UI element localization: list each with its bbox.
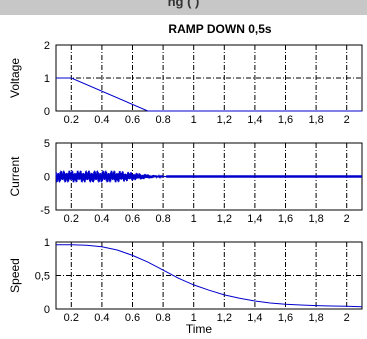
panel-2-ylabel: Current [8, 156, 22, 197]
panel-2-y-tick-label: 5 [44, 138, 50, 150]
panel-1-x-tick-label: 0.6 [125, 114, 140, 126]
panel-3-x-tick-label: 1,8 [308, 312, 323, 324]
panel-1-x-tick-label: 1,4 [247, 114, 262, 126]
panel-1-x-tick-label: 1,6 [278, 114, 293, 126]
panel-2-x-tick-label: 1,2 [217, 213, 232, 225]
panel-3-x-tick-label: 1 [191, 312, 197, 324]
header-strip: ng ( ) [0, 0, 367, 15]
panel-3-xlabel: Time [186, 322, 213, 336]
panel-2-x-tick-label: 1 [191, 213, 197, 225]
panel-3-y-tick-label: 0,5 [35, 271, 50, 283]
header-strip-text: ng ( ) [167, 0, 200, 9]
panel-3-x-tick-label: 0.4 [94, 312, 109, 324]
panel-1-x-tick-label: 0.4 [94, 114, 109, 126]
panel-1-ylabel: Voltage [8, 58, 22, 98]
panel-3-x-tick-label: 1,2 [217, 312, 232, 324]
panel-2-x-tick-label: 0.6 [125, 213, 140, 225]
panel-1-x-tick-label: 1 [191, 114, 197, 126]
panel-3-x-tick-label: 2 [344, 312, 350, 324]
chart-title: RAMP DOWN 0,5s [168, 22, 272, 36]
panel-1-y-tick-label: 1 [44, 73, 50, 85]
panel-1-x-tick-label: 0.8 [155, 114, 170, 126]
panel-3-x-tick-label: 1,4 [247, 312, 262, 324]
panel-3-x-tick-label: 0.6 [125, 312, 140, 324]
panel-3-y-tick-label: 0 [44, 304, 50, 316]
panel-2-x-tick-label: 0.2 [64, 213, 79, 225]
panel-1-x-tick-label: 0.2 [64, 114, 79, 126]
panel-2-x-tick-label: 0.8 [155, 213, 170, 225]
panel-2-x-tick-label: 1,8 [308, 213, 323, 225]
panel-3-x-tick-label: 1,6 [278, 312, 293, 324]
panel-1-x-tick-label: 1,2 [217, 114, 232, 126]
panel-1-x-tick-label: 2 [344, 114, 350, 126]
panel-2-y-tick-label: 0 [44, 172, 50, 184]
panel-2-y-tick-label: -5 [40, 205, 50, 217]
panel-2-x-tick-label: 1,4 [247, 213, 262, 225]
panel-2-x-tick-label: 0.4 [94, 213, 109, 225]
panel-2-x-tick-label: 2 [344, 213, 350, 225]
panel-1-x-tick-label: 1,8 [308, 114, 323, 126]
panel-1-series-line [56, 77, 362, 112]
panel-3-y-tick-label: 1 [44, 237, 50, 249]
panel-3-series-line [56, 244, 363, 308]
panel-1-y-tick-label: 0 [44, 106, 50, 118]
panel-3-x-tick-label: 0.8 [155, 312, 170, 324]
panel-3-ylabel: Speed [8, 258, 22, 293]
panel-2-series-line [55, 170, 362, 183]
panel-3-x-tick-label: 0.2 [64, 312, 79, 324]
panel-1-y-tick-label: 2 [44, 40, 50, 52]
panel-2-x-tick-label: 1,6 [278, 213, 293, 225]
